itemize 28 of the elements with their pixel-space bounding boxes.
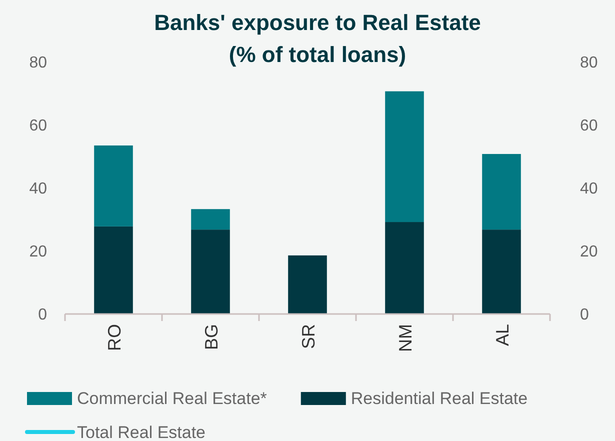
y2-tick-label: 60 <box>580 118 598 135</box>
chart-title: Banks' exposure to Real Estate (% of total loans) <box>154 10 481 67</box>
x-tick-label: BG <box>202 324 222 350</box>
bar <box>191 230 230 314</box>
bar <box>288 255 327 314</box>
y-tick-label: 80 <box>29 54 48 72</box>
legend-label: Commercial Real Estate* <box>77 388 268 408</box>
bar <box>94 226 133 314</box>
y2-tick-label: 0 <box>580 306 589 324</box>
bar <box>385 91 424 222</box>
bar <box>482 154 521 230</box>
bar <box>94 145 133 226</box>
y-tick-label: 20 <box>29 244 48 261</box>
x-tick-label: AL <box>492 324 512 346</box>
bar <box>191 209 230 230</box>
x-tick-label: NM <box>396 324 416 352</box>
legend-label: Total Real Estate <box>77 422 206 441</box>
y-tick-label: 0 <box>38 306 48 324</box>
y-tick-label: 60 <box>29 118 48 135</box>
legend-label: Residential Real Estate <box>350 388 528 408</box>
y-tick-label: 40 <box>29 180 48 198</box>
y2-tick-label: 40 <box>580 180 598 198</box>
bar <box>385 222 424 314</box>
x-tick-label: RO <box>104 324 124 351</box>
x-tick-label: SR <box>298 324 318 350</box>
bar <box>482 230 521 314</box>
y2-tick-label: 80 <box>580 54 598 72</box>
y2-tick-label: 20 <box>580 244 598 261</box>
